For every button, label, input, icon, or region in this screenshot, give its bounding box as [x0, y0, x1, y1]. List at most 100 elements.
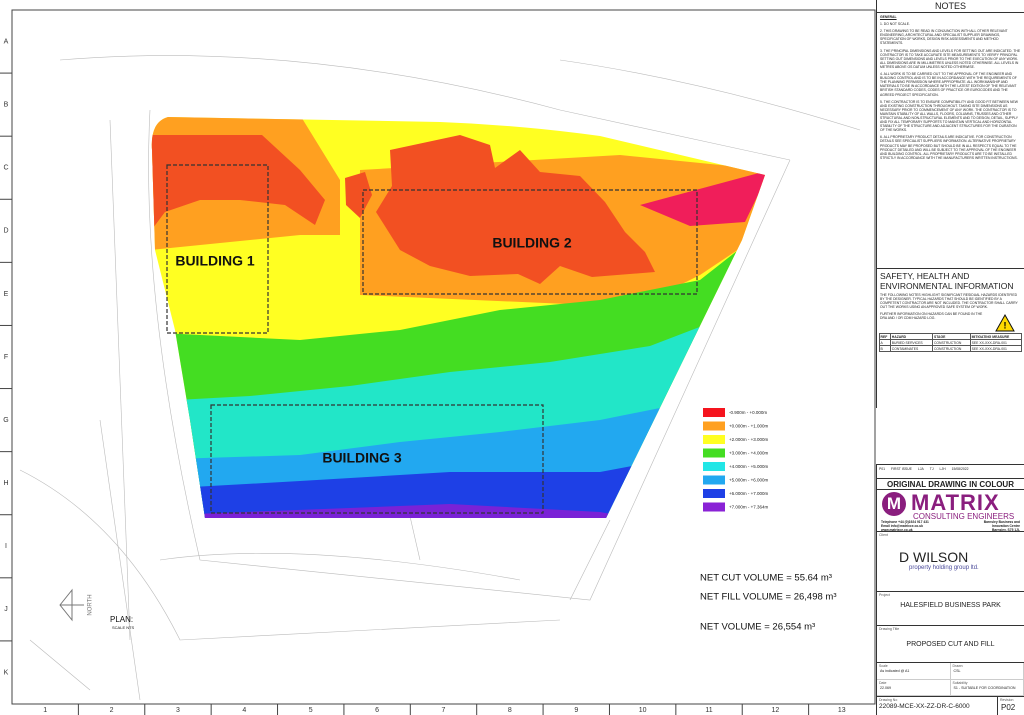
revision-row: P01 FIRST ISSUE LJA TJ LJH 15/08/2022 — [876, 464, 1024, 478]
row-ref: H — [3, 480, 8, 487]
note: 6. ALL PROPRIETARY PRODUCT DETAILS ARE I… — [880, 135, 1018, 160]
client-block: Client D WILSON property holding group l… — [876, 531, 1024, 591]
company-contact-line: Email info@matrixce.co.uk — [881, 524, 924, 528]
company-address-line: Innovation Centre — [991, 524, 1020, 528]
column-ref: 6 — [375, 707, 379, 714]
detail-label: Scale — [879, 664, 888, 668]
client-label: Client — [879, 533, 888, 537]
legend-swatch — [703, 489, 725, 498]
cut-fill-heatmap — [151, 117, 766, 518]
details: Scale As indicated @ A1 Drawn CSL Date 22.069… — [876, 662, 1024, 696]
scale-label: SCALE NTS — [112, 625, 135, 630]
project-label: Project — [879, 593, 890, 597]
volume: NET FILL VOLUME = 26,498 m³ — [700, 592, 836, 603]
detail-value: As indicated @ A1 — [880, 669, 910, 673]
company-address-line: Barnsley, S75 1JL — [992, 528, 1020, 531]
building-label: BUILDING 1 — [175, 253, 255, 269]
notes-heading: GENERAL — [880, 15, 897, 19]
colour-note: ORIGINAL DRAWING IN COLOUR — [876, 478, 1024, 489]
notes-title: NOTES — [876, 0, 1024, 13]
column-ref: 3 — [176, 707, 180, 714]
company-contact-line: Telephone +44 (0)1924 917 431 — [881, 520, 929, 524]
note: 1. DO NOT SCALE. — [880, 22, 910, 27]
title-block: Drawing Title PROPOSED CUT AND FILL — [876, 625, 1024, 672]
revision-cell: 15/08/2022 — [951, 467, 969, 471]
detail-label: Date — [879, 680, 887, 685]
column-ref: 2 — [110, 707, 114, 714]
legend: -0.900m - +0.000m +0.000m - +1.000m +2.000… — [703, 408, 769, 512]
hazard-cell: CONSTRUCTION — [932, 345, 972, 352]
column-ref: 10 — [639, 707, 647, 714]
notes: GENERAL 1. DO NOT SCALE. 2. THIS DRAWING … — [876, 13, 1024, 268]
legend-swatch — [703, 421, 725, 431]
column-ref: 13 — [838, 707, 846, 714]
revision-cell: P01 — [879, 467, 886, 471]
note: 4. ALL WORK IS TO BE CARRIED OUT TO THE … — [880, 72, 1017, 97]
note: 5. THE CONTRACTOR IS TO ENSURE COMPATIBI… — [880, 99, 1018, 133]
hazard-table: REF HAZARD STAGE MITIGATING MEASURE A BURIED … — [878, 333, 1022, 352]
row-ref: A — [4, 38, 9, 45]
legend-label: -0.900m - +0.000m — [729, 410, 767, 415]
drawing: BUILDING 1 BUILDING 2 BUILDING 3 -0.900m… — [0, 9, 876, 715]
detail-cell: Scale As indicated @ A1 — [877, 663, 951, 680]
safety: SAFETY, HEALTH AND ENVIRONMENTAL INFORMA… — [876, 268, 1024, 408]
legend-label: +4.000m - +5.000m — [729, 464, 769, 469]
company-sub: CONSULTING ENGINEERS — [913, 512, 1015, 521]
legend-swatch — [703, 448, 725, 458]
number-block: Drawing No 22089-MCE-XX-ZZ-DR-C-6000 Revi… — [876, 696, 1024, 715]
row-ref: K — [4, 669, 9, 676]
legend-label: +7.000m - +7.364m — [729, 505, 769, 510]
detail-value: S1 - SUITABLE FOR COORDINATION — [953, 685, 1016, 690]
detail-label: Suitability — [952, 680, 968, 685]
company-name: MATRIX — [911, 490, 1000, 515]
detail-label: Drawn — [952, 664, 963, 668]
company-contact-line: www.matrixce.co.uk — [881, 528, 913, 531]
detail-cell: Drawn CSL — [950, 663, 1024, 680]
client-sub: property holding group ltd. — [909, 565, 979, 571]
row-ref: C — [3, 165, 8, 172]
building-label: BUILDING 2 — [492, 235, 572, 251]
column-ref: 4 — [242, 707, 246, 714]
legend-swatch — [703, 462, 725, 471]
legend-label: +6.000m - +7.000m — [729, 491, 769, 496]
hazard-cell: B — [878, 345, 892, 352]
legend-swatch — [703, 408, 725, 417]
column-ref: 5 — [309, 707, 313, 714]
building-outlines — [166, 164, 698, 514]
company-block: M MATRIX CONSULTING ENGINEERS Telephone … — [876, 489, 1024, 531]
note: 2. THIS DRAWING TO BE READ IN CONJUNCTIO… — [880, 29, 1008, 46]
detail-value: 22.069 — [880, 685, 891, 690]
title-label: Drawing Title — [879, 627, 900, 631]
revision-cell: LJH — [939, 467, 946, 471]
revision-cell: FIRST ISSUE — [891, 467, 912, 471]
row-ref: J — [4, 606, 8, 613]
row-ref: I — [5, 543, 7, 550]
detail-value: CSL — [953, 669, 961, 673]
legend-label: +2.000m - +3.000m — [729, 437, 769, 442]
legend-swatch — [703, 475, 725, 485]
volume: NET VOLUME = 26,554 m³ — [700, 622, 815, 633]
column-ref: 9 — [574, 707, 578, 714]
company-contact: Telephone +44 (0)1924 917 431 Email info@… — [881, 520, 929, 531]
safety-title: SAFETY, HEALTH AND ENVIRONMENTAL INFORMA… — [880, 271, 1014, 291]
plan-label: PLAN: — [110, 615, 133, 624]
legend-label: +3.000m - +4.000m — [729, 451, 769, 456]
drawing-no: 22089-MCE-XX-ZZ-DR-C-6000 — [879, 703, 970, 710]
project-name: HALESFIELD BUSINESS PARK — [900, 602, 1001, 609]
column-ref: 8 — [508, 707, 512, 714]
project-block: Project HALESFIELD BUSINESS PARK — [876, 591, 1024, 625]
row-ref: B — [4, 101, 9, 108]
volume: NET CUT VOLUME = 55.64 m³ — [700, 573, 832, 584]
company-address-line: Barnsley Business and — [983, 520, 1020, 524]
row-ref: F — [4, 354, 8, 361]
column-ref: 1 — [43, 707, 47, 714]
hazard-cell: SEE XX-XXX-DRA-001 — [970, 345, 1022, 352]
detail-cell: Date 22.069 — [877, 679, 951, 696]
hazard-row: B CONTAMINATES CONSTRUCTION SEE XX-XXX-DRA-… — [878, 345, 1022, 352]
legend-swatch — [703, 435, 725, 444]
building-label: BUILDING 3 — [322, 450, 402, 466]
detail-cell: Suitability S1 - SUITABLE FOR COORDINATIO… — [950, 679, 1024, 696]
row-ref: G — [3, 417, 8, 424]
revision-label: Revision — [1000, 698, 1014, 702]
